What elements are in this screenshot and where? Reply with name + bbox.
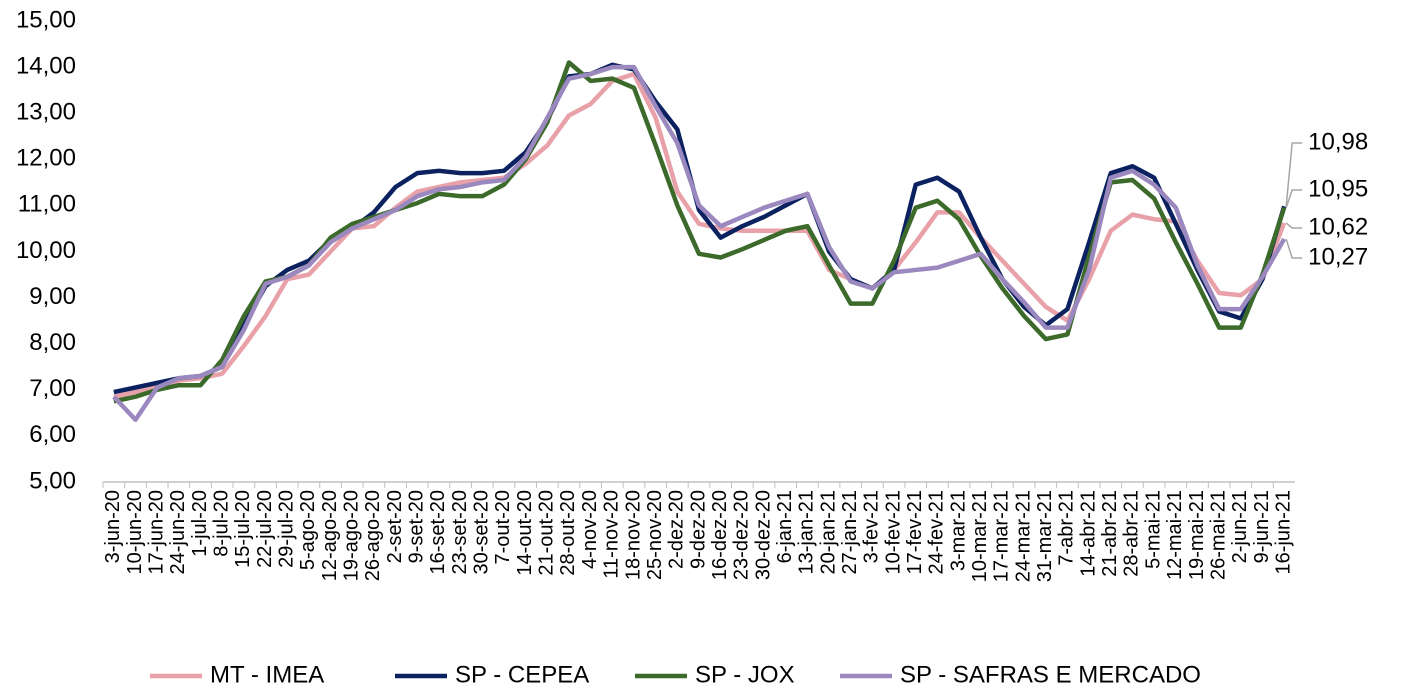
x-tick-label: 16-set-20 — [427, 490, 449, 575]
x-tick-label: 30-set-20 — [471, 490, 493, 575]
x-tick-label: 21-abr-21 — [1099, 490, 1121, 577]
x-tick-label: 13-jan-21 — [796, 490, 818, 575]
x-tick-label: 17-fev-21 — [904, 490, 926, 575]
x-tick-label: 19-ago-20 — [341, 490, 363, 581]
x-tick-label: 31-mar-21 — [1034, 490, 1056, 582]
x-tick-label: 17-mar-21 — [991, 490, 1013, 582]
x-tick-label: 14-out-20 — [514, 490, 536, 576]
x-tick-label: 2-set-20 — [384, 490, 406, 563]
y-tick-label: 15,00 — [16, 6, 76, 33]
x-tick-label: 11-nov-20 — [601, 490, 623, 579]
x-tick-label: 27-jan-21 — [839, 490, 861, 575]
x-tick-label: 3-mar-21 — [947, 490, 969, 571]
end-label: 10,27 — [1308, 243, 1368, 270]
x-tick-label: 9-dez-20 — [687, 490, 709, 569]
leader-line — [1285, 142, 1303, 207]
x-tick-label: 26-ago-20 — [362, 490, 384, 581]
x-tick-label: 1-jul-20 — [189, 490, 211, 557]
series-line — [113, 62, 1287, 395]
leader-line — [1285, 238, 1303, 259]
y-tick-label: 12,00 — [16, 145, 76, 172]
y-tick-label: 11,00 — [18, 191, 76, 218]
x-tick-label: 19-mai-21 — [1186, 490, 1208, 580]
x-tick-label: 3-fev-21 — [861, 490, 883, 563]
y-tick-label: 6,00 — [29, 421, 76, 448]
x-tick-label: 21-out-20 — [536, 490, 558, 576]
x-tick-label: 28-abr-21 — [1121, 490, 1143, 577]
x-tick-label: 28-out-20 — [557, 490, 579, 576]
y-tick-label: 14,00 — [16, 52, 76, 79]
x-tick-label: 30-dez-20 — [752, 490, 774, 580]
y-tick-label: 8,00 — [29, 329, 76, 356]
x-tick-label: 15-jul-20 — [232, 490, 254, 568]
x-tick-label: 22-jul-20 — [254, 490, 276, 568]
x-tick-label: 5-mai-21 — [1142, 490, 1164, 569]
x-tick-label: 9-jun-21 — [1251, 490, 1273, 563]
series-line — [113, 71, 1287, 399]
x-tick-label: 24-mar-21 — [1012, 490, 1034, 582]
series-line — [112, 64, 1287, 423]
x-tick-label: 16-dez-20 — [709, 490, 731, 580]
x-tick-label: 16-jun-21 — [1272, 490, 1294, 575]
legend-label: MT - IMEA — [210, 661, 324, 688]
x-tick-label: 14-abr-21 — [1077, 490, 1099, 577]
end-label: 10,95 — [1308, 175, 1368, 202]
x-tick-label: 8-jul-20 — [210, 490, 232, 557]
x-tick-label: 9-set-20 — [406, 490, 428, 563]
legend-label: SP - JOX — [695, 661, 795, 688]
x-tick-label: 12-ago-20 — [319, 490, 341, 581]
x-tick-label: 18-nov-20 — [622, 490, 644, 580]
y-tick-label: 10,00 — [16, 237, 76, 264]
legend-label: SP - SAFRAS E MERCADO — [900, 661, 1201, 688]
x-tick-label: 10-jun-20 — [124, 490, 146, 575]
x-tick-label: 5-ago-20 — [297, 490, 319, 570]
x-tick-label: 6-jan-21 — [774, 490, 796, 563]
x-tick-label: 10-mar-21 — [969, 490, 991, 582]
x-tick-label: 7-abr-21 — [1056, 490, 1078, 566]
end-label: 10,98 — [1308, 128, 1368, 155]
x-tick-label: 25-nov-20 — [644, 490, 666, 580]
x-tick-label: 20-jan-21 — [817, 490, 839, 575]
leader-line — [1285, 222, 1303, 229]
leader-line — [1285, 189, 1303, 208]
x-tick-label: 23-set-20 — [449, 490, 471, 575]
y-tick-label: 9,00 — [29, 283, 76, 310]
x-tick-label: 7-out-20 — [492, 490, 514, 565]
x-tick-label: 3-jun-20 — [102, 490, 124, 563]
x-tick-label: 2-jun-21 — [1229, 490, 1251, 563]
x-tick-label: 23-dez-20 — [731, 490, 753, 580]
y-tick-label: 5,00 — [29, 467, 76, 494]
x-tick-label: 4-nov-20 — [579, 490, 601, 569]
x-tick-label: 24-fev-21 — [926, 490, 948, 575]
x-tick-label: 24-jun-20 — [167, 490, 189, 575]
x-tick-label: 2-dez-20 — [666, 490, 688, 569]
x-tick-label: 26-mai-21 — [1207, 490, 1229, 580]
y-tick-label: 7,00 — [29, 375, 76, 402]
x-tick-label: 12-mai-21 — [1164, 490, 1186, 580]
x-tick-label: 17-jun-20 — [145, 490, 167, 575]
end-label: 10,62 — [1308, 213, 1368, 240]
x-tick-label: 10-fev-21 — [882, 490, 904, 575]
x-tick-label: 29-jul-20 — [275, 490, 297, 568]
y-tick-label: 13,00 — [16, 99, 76, 126]
legend-label: SP - CEPEA — [455, 661, 589, 688]
